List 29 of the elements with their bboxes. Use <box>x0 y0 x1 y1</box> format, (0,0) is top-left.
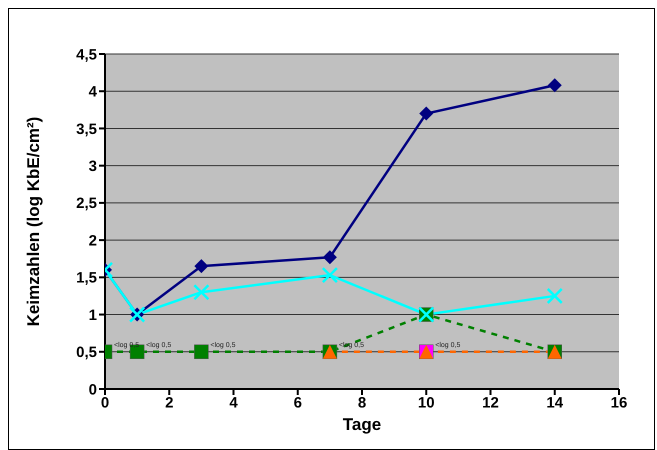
point <box>322 266 338 284</box>
point <box>322 250 337 264</box>
point <box>419 106 434 121</box>
x-axis-title: Tage <box>342 415 382 434</box>
point <box>548 78 562 92</box>
y-tick-label: 0,5 <box>76 344 97 362</box>
x-tick-label: 6 <box>294 394 302 412</box>
y-tick-label: 2 <box>88 232 97 250</box>
y-tick-label: 3 <box>88 158 97 175</box>
y-axis-title: Keimzahlen (log KbE/cm²) <box>24 116 44 326</box>
y-tick-label: 2,5 <box>76 195 97 212</box>
x-tick-label: 14 <box>546 394 564 412</box>
x-tick-label: 12 <box>482 394 499 412</box>
y-tick-label: 4 <box>88 84 98 101</box>
x-tick-label: 0 <box>100 394 110 412</box>
point <box>193 284 210 300</box>
y-tick-label: 0 <box>88 381 97 398</box>
x-tick-label: 2 <box>165 394 174 412</box>
x-tick-label: 4 <box>229 394 238 412</box>
x-tick-label: 8 <box>358 394 366 412</box>
y-tick-label: 3,5 <box>76 120 97 138</box>
y-tick-label: 1 <box>88 306 97 324</box>
y-tick-label: 1,5 <box>76 270 97 287</box>
y-tick-label: 4,5 <box>76 46 97 64</box>
point <box>194 344 209 360</box>
point <box>194 259 208 274</box>
x-tick-label: 10 <box>418 394 435 412</box>
point <box>546 288 563 304</box>
x-tick-label: 16 <box>610 394 628 412</box>
